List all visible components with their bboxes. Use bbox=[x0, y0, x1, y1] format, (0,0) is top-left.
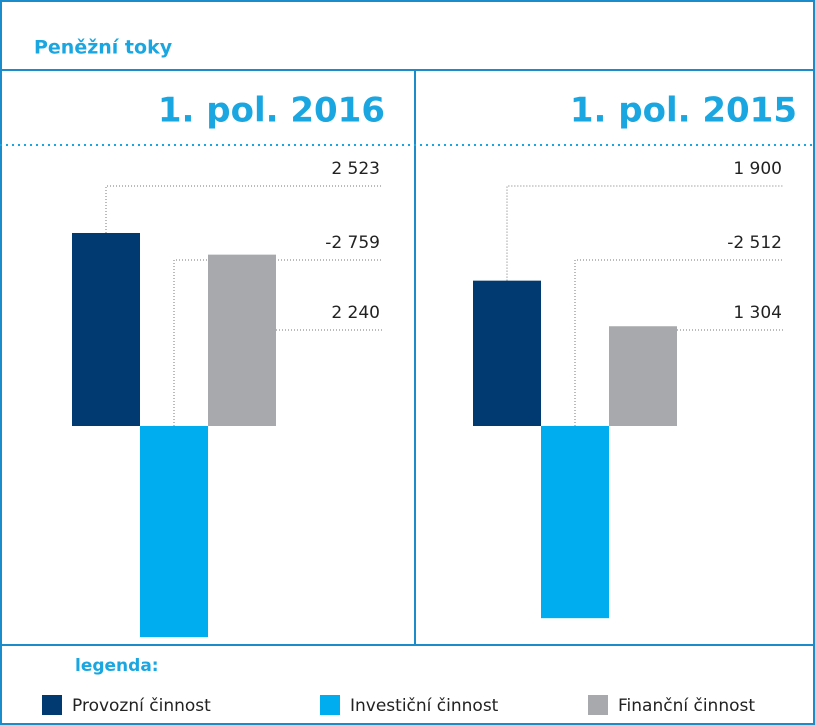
legend-swatch bbox=[588, 695, 608, 715]
bar bbox=[609, 326, 677, 426]
value-label: 1 900 bbox=[733, 159, 782, 179]
bar bbox=[72, 232, 140, 426]
legend-swatch bbox=[42, 695, 62, 715]
value-label: -2 759 bbox=[325, 233, 380, 253]
legend-label: Finanční činnost bbox=[618, 696, 755, 716]
bar bbox=[140, 426, 208, 638]
leader-line bbox=[105, 185, 382, 233]
value-label: -2 512 bbox=[727, 233, 782, 253]
panel-title: 1. pol. 2015 bbox=[570, 91, 797, 131]
legend-swatch bbox=[320, 695, 340, 715]
bar bbox=[541, 426, 609, 619]
bar bbox=[473, 280, 541, 426]
leader-line bbox=[506, 185, 784, 281]
panel-title: 1. pol. 2016 bbox=[158, 91, 385, 131]
value-label: 1 304 bbox=[733, 303, 782, 323]
page-title: Peněžní toky bbox=[34, 37, 173, 59]
value-label: 2 523 bbox=[331, 159, 380, 179]
leader-line bbox=[173, 259, 382, 426]
legend-title: legenda: bbox=[75, 656, 159, 676]
legend-label: Investiční činnost bbox=[350, 696, 499, 716]
bar bbox=[208, 254, 276, 426]
value-label: 2 240 bbox=[331, 303, 380, 323]
leader-line bbox=[574, 259, 784, 426]
legend-label: Provozní činnost bbox=[72, 696, 211, 716]
